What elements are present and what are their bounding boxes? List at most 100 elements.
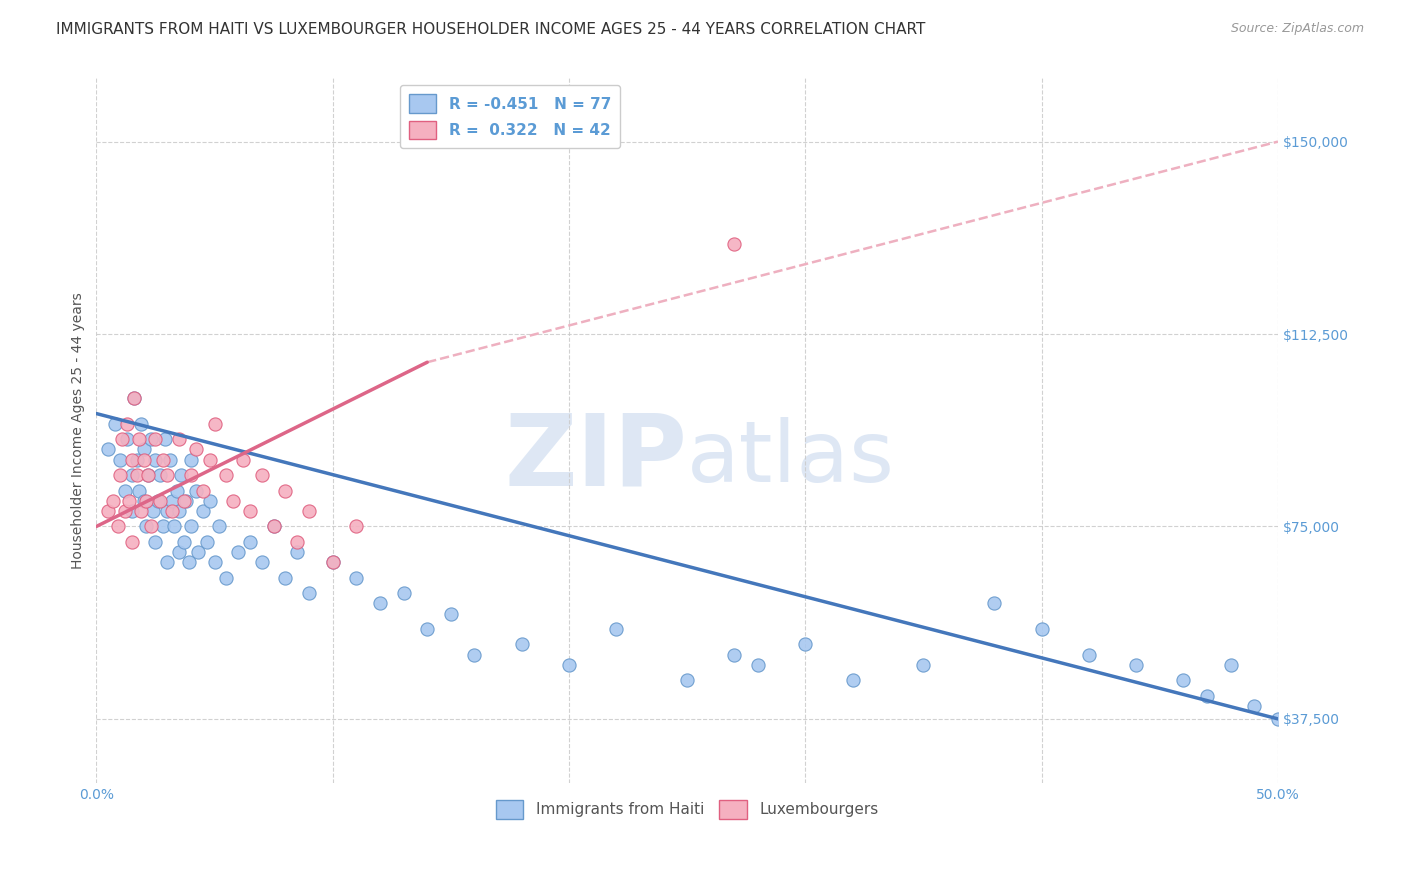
Point [322,555,344,569]
Point [132,452,155,467]
Point [1125,658,1147,673]
Point [226,545,249,559]
Point [174,493,197,508]
Point [1173,673,1195,688]
Point [440,607,463,621]
Point [285,534,308,549]
Point [794,638,817,652]
Point [121,452,143,467]
Point [138,468,160,483]
Point [180,468,202,483]
Point [215,571,238,585]
Point [368,596,391,610]
Point [128,432,150,446]
Point [184,483,207,498]
Point [1267,712,1289,726]
Point [139,519,162,533]
Point [605,622,627,636]
Point [392,586,415,600]
Point [104,417,127,431]
Point [156,504,179,518]
Point [160,504,183,518]
Point [135,493,157,508]
Point [298,586,321,600]
Point [163,519,186,533]
Point [676,673,699,688]
Point [344,571,367,585]
Point [263,519,285,533]
Point [107,519,129,533]
Point [149,468,172,483]
Point [149,493,172,508]
Point [510,638,533,652]
Point [108,452,131,467]
Text: Source: ZipAtlas.com: Source: ZipAtlas.com [1230,22,1364,36]
Point [121,468,143,483]
Point [1197,689,1219,703]
Point [122,391,145,405]
Point [1077,648,1099,662]
Point [416,622,439,636]
Point [463,648,485,662]
Point [138,468,160,483]
Point [250,555,273,569]
Point [118,493,141,508]
Point [135,519,157,533]
Point [128,483,150,498]
Point [274,483,297,498]
Point [912,658,935,673]
Point [121,534,143,549]
Point [125,468,148,483]
Point [232,452,254,467]
Point [129,417,152,431]
Point [558,658,581,673]
Point [198,452,221,467]
Point [983,596,1005,610]
Point [170,468,193,483]
Point [250,468,273,483]
Point [132,442,155,457]
Point [285,545,308,559]
Point [167,432,190,446]
Point [191,483,214,498]
Point [1219,658,1241,673]
Point [152,452,174,467]
Point [115,417,138,431]
Point [145,452,167,467]
Point [187,545,209,559]
Point [747,658,769,673]
Point [208,519,231,533]
Y-axis label: Householder Income Ages 25 - 44 years: Householder Income Ages 25 - 44 years [72,292,86,568]
Point [146,493,169,508]
Point [180,519,202,533]
Point [173,534,195,549]
Text: atlas: atlas [688,417,896,500]
Point [114,483,136,498]
Legend: Immigrants from Haiti, Luxembourgers: Immigrants from Haiti, Luxembourgers [489,794,884,825]
Point [274,571,297,585]
Text: ZIP: ZIP [505,410,688,507]
Point [177,555,200,569]
Point [160,493,183,508]
Point [191,504,214,518]
Point [121,504,143,518]
Point [204,417,226,431]
Point [159,452,181,467]
Point [263,519,285,533]
Point [239,534,262,549]
Point [204,555,226,569]
Point [841,673,863,688]
Point [197,534,219,549]
Point [344,519,367,533]
Point [222,493,245,508]
Point [108,468,131,483]
Point [114,504,136,518]
Point [111,432,134,446]
Point [142,504,165,518]
Point [184,442,207,457]
Point [153,432,176,446]
Point [129,504,152,518]
Point [723,648,745,662]
Point [97,442,120,457]
Point [97,504,120,518]
